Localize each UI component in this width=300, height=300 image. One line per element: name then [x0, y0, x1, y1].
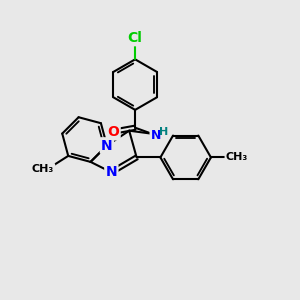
Text: N: N	[101, 139, 113, 152]
Text: N: N	[151, 129, 161, 142]
Text: N: N	[106, 165, 117, 179]
Text: CH₃: CH₃	[226, 152, 248, 162]
Text: CH₃: CH₃	[32, 164, 54, 174]
Text: O: O	[107, 125, 119, 139]
Text: Cl: Cl	[128, 31, 142, 45]
Text: H: H	[159, 127, 169, 137]
